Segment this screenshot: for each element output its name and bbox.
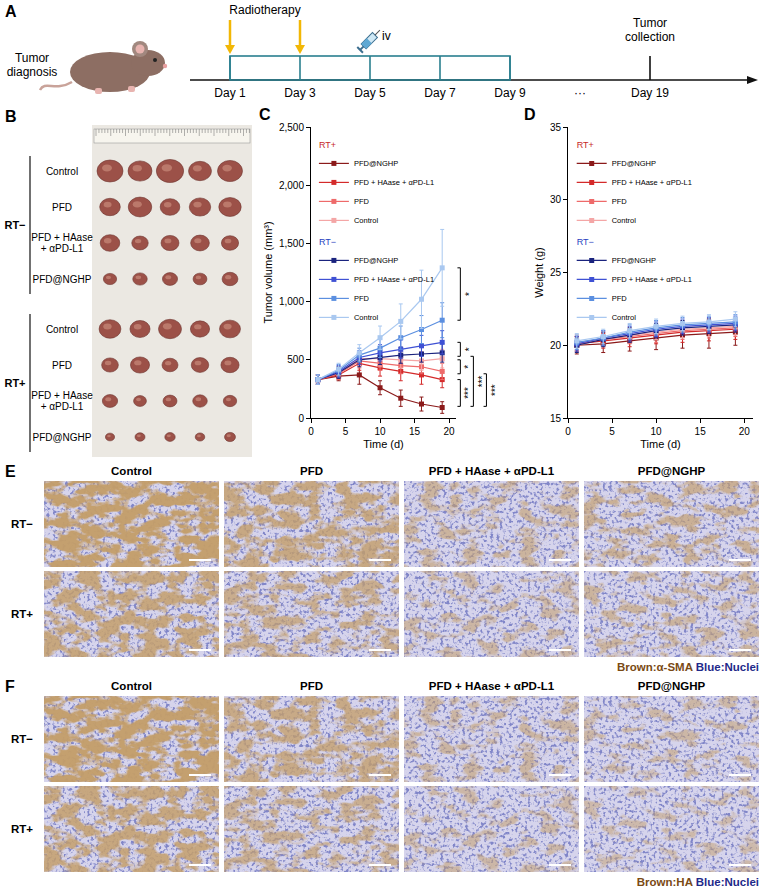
svg-text:PFD: PFD <box>612 197 628 206</box>
svg-text:***: *** <box>477 375 488 387</box>
svg-text:PFD + HAase + αPD-L1: PFD + HAase + αPD-L1 <box>429 465 555 477</box>
svg-text:20: 20 <box>739 426 751 437</box>
svg-text:PFD: PFD <box>300 680 323 692</box>
svg-text:PFD + HAase + αPD-L1: PFD + HAase + αPD-L1 <box>429 680 555 692</box>
svg-text:Radiotherapy: Radiotherapy <box>229 3 300 17</box>
svg-text:*: * <box>463 365 474 369</box>
svg-text:PFD: PFD <box>300 465 323 477</box>
svg-text:···: ··· <box>574 86 586 100</box>
svg-text:PFD + HAase+ αPD-L1: PFD + HAase+ αPD-L1 <box>31 232 93 254</box>
svg-text:500: 500 <box>287 354 304 365</box>
svg-text:1,000: 1,000 <box>279 296 304 307</box>
svg-text:PFD: PFD <box>52 360 72 371</box>
svg-text:RT−: RT− <box>11 733 33 745</box>
svg-text:0: 0 <box>298 413 304 424</box>
svg-text:15: 15 <box>550 413 562 424</box>
svg-text:20: 20 <box>550 340 562 351</box>
svg-text:RT+: RT+ <box>4 377 25 389</box>
svg-text:RT+: RT+ <box>11 823 33 835</box>
svg-text:*: * <box>464 292 475 296</box>
svg-text:0: 0 <box>308 426 314 437</box>
svg-text:Control: Control <box>612 216 637 225</box>
svg-text:PFD + HAase + αPD-L1: PFD + HAase + αPD-L1 <box>612 275 692 284</box>
svg-text:Tumordiagnosis: Tumordiagnosis <box>7 51 58 79</box>
svg-text:Day 7: Day 7 <box>424 86 456 100</box>
svg-text:PFD@NGHP: PFD@NGHP <box>638 680 706 692</box>
svg-text:10: 10 <box>651 426 663 437</box>
svg-text:Control: Control <box>354 313 379 322</box>
svg-text:A: A <box>5 3 17 20</box>
svg-text:Day 9: Day 9 <box>494 86 526 100</box>
svg-text:Control: Control <box>46 324 78 335</box>
svg-text:PFD@NGHP: PFD@NGHP <box>612 159 656 168</box>
svg-text:15: 15 <box>409 426 421 437</box>
svg-text:iv: iv <box>382 29 391 43</box>
svg-text:Control: Control <box>46 166 78 177</box>
svg-text:E: E <box>5 463 16 480</box>
svg-text:Weight (g): Weight (g) <box>533 247 545 298</box>
svg-text:Day 1: Day 1 <box>214 86 246 100</box>
svg-text:Day 3: Day 3 <box>284 86 316 100</box>
svg-text:10: 10 <box>374 426 386 437</box>
svg-text:Brown:HA Blue:Nuclei: Brown:HA Blue:Nuclei <box>637 876 759 888</box>
svg-text:Control: Control <box>612 313 637 322</box>
svg-text:0: 0 <box>565 426 571 437</box>
svg-text:PFD@NGHP: PFD@NGHP <box>32 432 91 443</box>
svg-text:RT+: RT+ <box>11 608 33 620</box>
svg-text:2,500: 2,500 <box>279 122 304 133</box>
html-text:C: C <box>259 106 271 123</box>
svg-text:PFD@NGHP: PFD@NGHP <box>354 256 398 265</box>
svg-text:PFD + HAase + αPD-L1: PFD + HAase + αPD-L1 <box>354 275 434 284</box>
svg-text:2,000: 2,000 <box>279 180 304 191</box>
svg-text:PFD: PFD <box>354 197 370 206</box>
svg-text:5: 5 <box>343 426 349 437</box>
svg-text:***: *** <box>490 384 501 396</box>
svg-text:Control: Control <box>354 216 379 225</box>
svg-text:1,500: 1,500 <box>279 238 304 249</box>
svg-text:PFD@NGHP: PFD@NGHP <box>612 256 656 265</box>
svg-text:Day 5: Day 5 <box>354 86 386 100</box>
svg-text:***: *** <box>463 387 474 399</box>
svg-text:Tumorcollection: Tumorcollection <box>625 16 675 44</box>
svg-text:PFD@NGHP: PFD@NGHP <box>32 274 91 285</box>
svg-text:Time (d): Time (d) <box>363 438 404 450</box>
svg-text:RT−: RT− <box>11 518 33 530</box>
svg-text:15: 15 <box>695 426 707 437</box>
svg-text:Control: Control <box>111 465 152 477</box>
svg-text:25: 25 <box>550 267 562 278</box>
svg-text:30: 30 <box>550 194 562 205</box>
svg-text:PFD: PFD <box>52 202 72 213</box>
svg-text:PFD + HAase + αPD-L1: PFD + HAase + αPD-L1 <box>612 178 692 187</box>
svg-text:Time (d): Time (d) <box>640 438 681 450</box>
svg-text:RT−: RT− <box>319 237 336 247</box>
svg-text:*: * <box>464 347 475 351</box>
svg-text:PFD: PFD <box>612 294 628 303</box>
svg-text:Day 19: Day 19 <box>631 86 669 100</box>
svg-text:PFD@NGHP: PFD@NGHP <box>638 465 706 477</box>
svg-text:PFD@NGHP: PFD@NGHP <box>354 159 398 168</box>
svg-text:Brown:α-SMA Blue:Nuclei: Brown:α-SMA Blue:Nuclei <box>617 661 759 673</box>
svg-text:Control: Control <box>111 680 152 692</box>
svg-text:RT−: RT− <box>577 237 594 247</box>
svg-text:B: B <box>5 108 17 125</box>
svg-text:35: 35 <box>550 122 562 133</box>
svg-text:F: F <box>5 678 15 695</box>
svg-text:RT+: RT+ <box>577 140 594 150</box>
svg-text:PFD: PFD <box>354 294 370 303</box>
svg-text:Tumor volume (mm³): Tumor volume (mm³) <box>262 221 274 323</box>
svg-text:5: 5 <box>609 426 615 437</box>
svg-text:RT+: RT+ <box>319 140 336 150</box>
svg-text:PFD + HAase+ αPD-L1: PFD + HAase+ αPD-L1 <box>31 390 93 412</box>
svg-text:RT−: RT− <box>4 219 25 231</box>
svg-text:PFD + HAase + αPD-L1: PFD + HAase + αPD-L1 <box>354 178 434 187</box>
svg-text:20: 20 <box>444 426 456 437</box>
html-text:D: D <box>524 106 536 123</box>
